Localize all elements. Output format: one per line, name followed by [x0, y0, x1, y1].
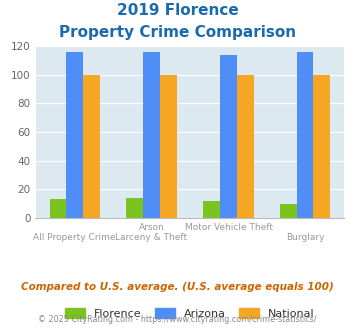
Bar — [203, 201, 220, 218]
Bar — [280, 204, 296, 218]
Bar — [66, 52, 83, 218]
Bar — [237, 75, 253, 218]
Bar — [313, 75, 330, 218]
Text: Compared to U.S. average. (U.S. average equals 100): Compared to U.S. average. (U.S. average … — [21, 282, 334, 292]
Text: © 2025 CityRating.com - https://www.cityrating.com/crime-statistics/: © 2025 CityRating.com - https://www.city… — [38, 315, 317, 324]
Bar — [143, 52, 160, 218]
Bar — [296, 52, 313, 218]
Bar — [220, 55, 237, 218]
Text: All Property Crime: All Property Crime — [33, 233, 115, 242]
Text: Arson: Arson — [138, 223, 164, 232]
Bar — [50, 199, 66, 218]
Text: Motor Vehicle Theft: Motor Vehicle Theft — [185, 223, 273, 232]
Text: Property Crime Comparison: Property Crime Comparison — [59, 25, 296, 40]
Bar — [160, 75, 177, 218]
Bar — [126, 198, 143, 218]
Bar — [83, 75, 100, 218]
Text: 2019 Florence: 2019 Florence — [117, 3, 238, 18]
Text: Burglary: Burglary — [286, 233, 325, 242]
Text: Larceny & Theft: Larceny & Theft — [115, 233, 187, 242]
Legend: Florence, Arizona, National: Florence, Arizona, National — [65, 308, 315, 319]
